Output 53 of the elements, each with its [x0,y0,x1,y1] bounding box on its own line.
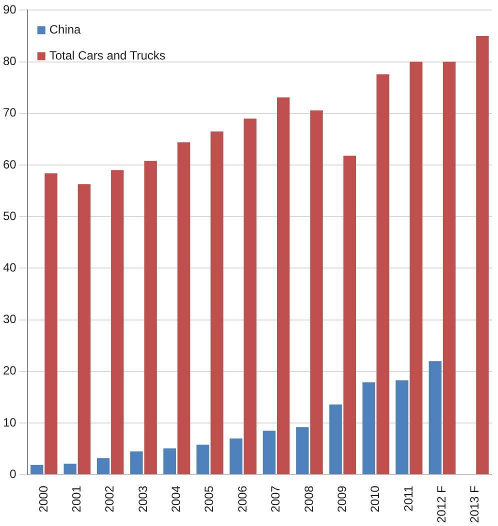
bar [177,142,190,474]
x-tick-label: 2006 [235,485,250,512]
x-tick-label: 2005 [202,485,216,512]
bar [64,464,76,474]
x-tick-label: 2002 [102,485,117,512]
bar [410,62,422,474]
bar [343,156,356,474]
x-tick-label: 2013 F [468,486,482,523]
bar [78,184,91,474]
bar [296,427,309,474]
bar [130,451,143,474]
x-tick-label: 2008 [302,485,316,512]
x-tick-label: 2007 [268,485,283,512]
y-tick-label: 20 [2,364,17,378]
bar [442,62,456,474]
x-tick-label: 2003 [136,485,150,512]
bar [44,173,58,474]
bar [230,438,242,474]
bar [144,160,157,474]
bar [163,448,176,474]
y-tick-label: 10 [2,415,17,430]
bar [96,458,110,474]
x-tick-label: 2001 [69,485,84,512]
bar [276,97,290,474]
bar [244,118,256,474]
bar [329,404,342,474]
y-tick-label: 60 [2,157,17,172]
bar [310,110,323,474]
bar [111,170,124,474]
y-tick-label: 50 [2,208,17,223]
y-tick-label: 0 [10,466,17,481]
bar [476,36,489,474]
x-tick-label: 2000 [36,485,50,512]
x-tick-label: 2004 [169,485,184,512]
bar [376,74,390,474]
bar [30,464,44,474]
legend-label: China [49,22,82,37]
bar [210,131,224,474]
y-tick-label: 30 [2,312,17,326]
y-tick-label: 70 [2,106,17,120]
bar [262,430,276,474]
y-tick-label: 90 [2,2,17,17]
bar [428,361,442,474]
bar [396,380,408,474]
y-tick-label: 80 [2,54,17,68]
x-tick-label: 2010 [368,485,382,512]
bar [362,382,376,474]
bar [196,444,210,474]
x-tick-label: 2012 F [434,486,449,523]
y-tick-label: 40 [2,260,17,275]
x-tick-label: 2009 [334,485,349,512]
legend-label: Total Cars and Trucks [49,48,166,63]
x-tick-label: 2011 [401,485,416,512]
